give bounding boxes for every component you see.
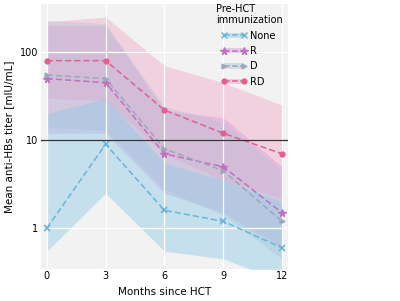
Legend: None, R, D, RD: None, R, D, RD	[216, 4, 283, 87]
Y-axis label: Mean anti-HBs titer [mIU/mL]: Mean anti-HBs titer [mIU/mL]	[4, 60, 14, 213]
X-axis label: Months since HCT: Months since HCT	[118, 287, 211, 297]
